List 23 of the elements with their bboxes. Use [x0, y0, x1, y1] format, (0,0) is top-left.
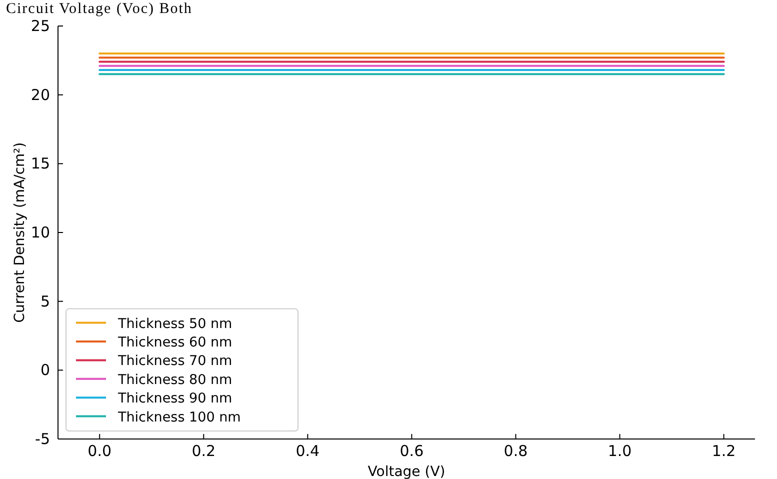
- x-tick-label: 0.6: [400, 442, 424, 460]
- x-tick-label: 0.8: [504, 442, 528, 460]
- x-tick-label: 0.4: [296, 442, 320, 460]
- legend-label: Thickness 80 nm: [117, 372, 232, 388]
- y-tick-label: -5: [35, 430, 50, 448]
- y-axis-title: Current Density (mA/cm²): [12, 142, 28, 323]
- x-tick-label: 1.0: [608, 442, 632, 460]
- legend-label: Thickness 50 nm: [117, 316, 232, 332]
- legend-label: Thickness 60 nm: [117, 334, 232, 350]
- x-tick-label: 1.2: [712, 442, 736, 460]
- x-axis-title: Voltage (V): [368, 464, 446, 479]
- y-tick-label: 10: [30, 224, 50, 242]
- x-tick-label: 0.0: [88, 442, 112, 460]
- y-tick-label: 20: [30, 86, 50, 104]
- legend-label: Thickness 70 nm: [117, 353, 232, 370]
- legend-label: Thickness 100 nm: [117, 409, 241, 426]
- chart-title: Circuit Voltage (Voc) Both: [6, 1, 192, 17]
- y-tick-label: 15: [30, 154, 50, 173]
- y-tick-label: 25: [30, 17, 50, 35]
- y-tick-label: 5: [40, 292, 50, 310]
- y-tick-label: 0: [40, 361, 50, 380]
- legend-label: Thickness 90 nm: [117, 390, 232, 407]
- x-tick-label: 0.2: [192, 442, 216, 460]
